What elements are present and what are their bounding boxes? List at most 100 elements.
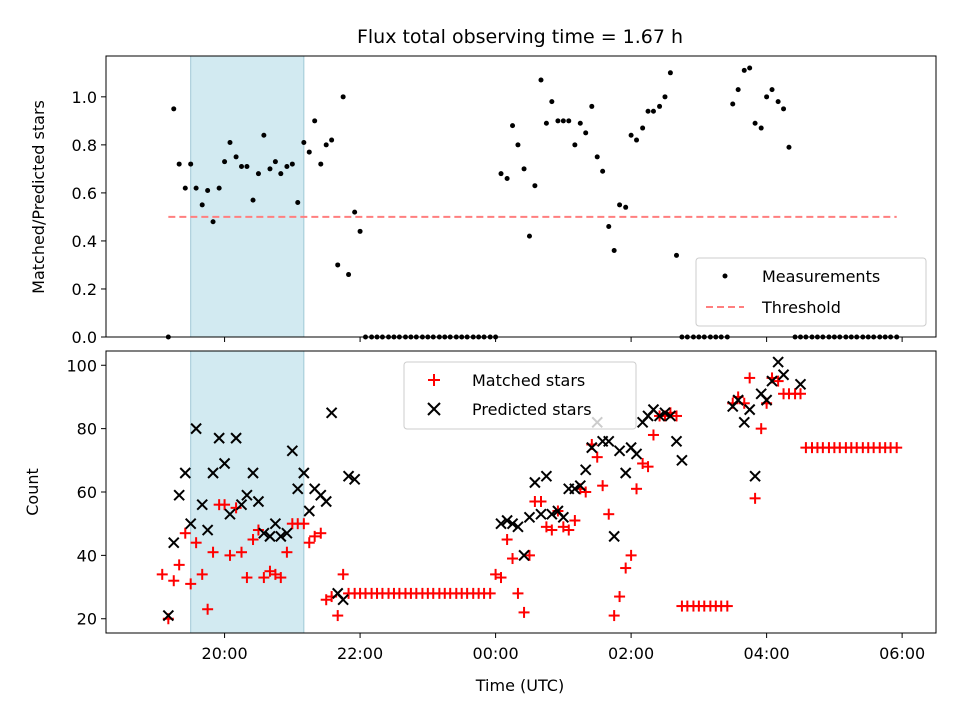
measurement-point xyxy=(752,120,758,126)
bottom-legend: Matched stars Predicted stars xyxy=(403,361,637,430)
predicted-star-point xyxy=(320,495,332,508)
measurement-point xyxy=(640,125,646,131)
top-plot-frame xyxy=(105,55,937,338)
measurement-point xyxy=(312,118,318,124)
predicted-star-point xyxy=(619,467,632,479)
legend-threshold-label: Threshold xyxy=(761,298,841,317)
top-y-ticks: 0.0 0.2 0.4 0.6 0.8 1.0 xyxy=(72,88,106,347)
measurement-point xyxy=(188,161,194,167)
predicted-star-point xyxy=(676,454,688,467)
predicted-star-point xyxy=(264,530,276,543)
predicted-star-point xyxy=(247,467,259,479)
predicted-star-point xyxy=(760,394,773,406)
predicted-star-point xyxy=(506,517,519,530)
matched-star-point xyxy=(749,492,761,504)
matched-star-point xyxy=(309,530,321,542)
measurement-point xyxy=(617,202,623,208)
predicted-star-point xyxy=(794,378,807,390)
measurement-point xyxy=(289,161,295,167)
y-tick-label: 40 xyxy=(77,546,97,565)
predicted-star-point xyxy=(348,473,361,486)
matched-star-point xyxy=(523,549,535,561)
matched-star-point xyxy=(772,375,784,387)
bottom-panel: 20 40 60 80 100 20:00 22:00 00:00 02:00 04:00 06:… xyxy=(23,350,937,695)
matched-star-point xyxy=(631,483,643,495)
predicted-star-point xyxy=(303,505,315,517)
predicted-star-point xyxy=(574,479,586,492)
measurement-point xyxy=(623,204,629,210)
measurement-point xyxy=(758,125,764,131)
top-legend-box xyxy=(695,257,927,327)
bottom-legend-box xyxy=(403,361,637,430)
measurement-point xyxy=(560,118,566,124)
matched-star-point xyxy=(507,553,519,565)
predicted-star-point xyxy=(495,517,507,530)
measurement-point xyxy=(566,118,572,124)
matched-star-point xyxy=(179,527,191,539)
matched-star-point xyxy=(569,515,581,527)
matched-star-point xyxy=(625,549,637,561)
predicted-star-point xyxy=(512,521,524,533)
predicted-star-point xyxy=(579,464,592,476)
measurement-point xyxy=(193,185,199,191)
matched-star-point xyxy=(535,496,547,508)
x-axis-label: Time (UTC) xyxy=(475,676,564,695)
matched-star-point xyxy=(298,518,310,530)
measurement-point xyxy=(222,159,228,165)
predicted-star-point xyxy=(659,407,671,419)
matched-star-point xyxy=(512,587,524,599)
measurement-point xyxy=(532,183,538,189)
matched-star-point xyxy=(744,372,756,384)
measurement-point xyxy=(667,70,673,76)
predicted-star-point xyxy=(766,375,778,387)
measurement-point xyxy=(284,163,290,169)
matched-star-point xyxy=(647,429,659,441)
predicted-star-point xyxy=(613,445,626,457)
predicted-star-points xyxy=(162,356,807,622)
figure-title: Flux total observing time = 1.67 h xyxy=(357,26,683,48)
y-tick-label: 0.2 xyxy=(72,280,97,299)
measurement-point xyxy=(182,185,188,191)
legend-matched-label: Matched stars xyxy=(472,371,585,390)
predicted-star-point xyxy=(529,476,541,489)
measurement-point xyxy=(261,132,267,138)
predicted-star-point xyxy=(777,369,790,381)
predicted-star-point xyxy=(518,549,530,562)
predicted-star-point xyxy=(749,470,761,482)
measurement-point xyxy=(526,233,532,239)
predicted-star-point xyxy=(292,483,304,495)
measurement-point xyxy=(250,197,256,203)
predicted-star-point xyxy=(179,467,191,479)
measurement-point xyxy=(650,108,656,114)
measurement-point xyxy=(340,94,346,100)
predicted-star-point xyxy=(298,467,310,479)
measurement-point xyxy=(521,166,527,172)
measurement-point xyxy=(786,144,792,150)
predicted-star-point xyxy=(501,514,513,527)
bottom-x-ticks: 20:00 22:00 00:00 02:00 04:00 06:00 xyxy=(202,633,925,663)
predicted-star-point xyxy=(586,441,598,454)
measurement-point xyxy=(741,67,747,73)
predicted-star-point xyxy=(235,498,248,511)
predicted-star-point xyxy=(546,508,558,520)
predicted-star-point xyxy=(557,511,570,524)
predicted-star-point xyxy=(275,530,287,543)
predicted-star-point xyxy=(252,495,265,508)
measurement-point xyxy=(555,118,561,124)
measurement-point xyxy=(775,99,781,105)
y-tick-label: 0.6 xyxy=(72,184,97,203)
measurement-point xyxy=(171,106,177,112)
y-tick-label: 60 xyxy=(77,483,97,502)
matched-star-point xyxy=(281,546,293,558)
predicted-star-point xyxy=(732,394,744,406)
matched-star-point xyxy=(597,480,609,492)
top-panel: 0.0 0.2 0.4 0.6 0.8 1.0 Matched/Predicted sta… xyxy=(29,55,937,347)
matched-star-point xyxy=(721,600,733,612)
matched-star-point xyxy=(168,575,180,587)
x-tick-label: 22:00 xyxy=(337,644,383,663)
matched-star-point xyxy=(196,568,208,580)
measurement-point xyxy=(549,99,555,105)
measurement-point xyxy=(583,130,589,136)
predicted-star-point xyxy=(286,445,299,457)
measurement-point xyxy=(504,175,510,181)
